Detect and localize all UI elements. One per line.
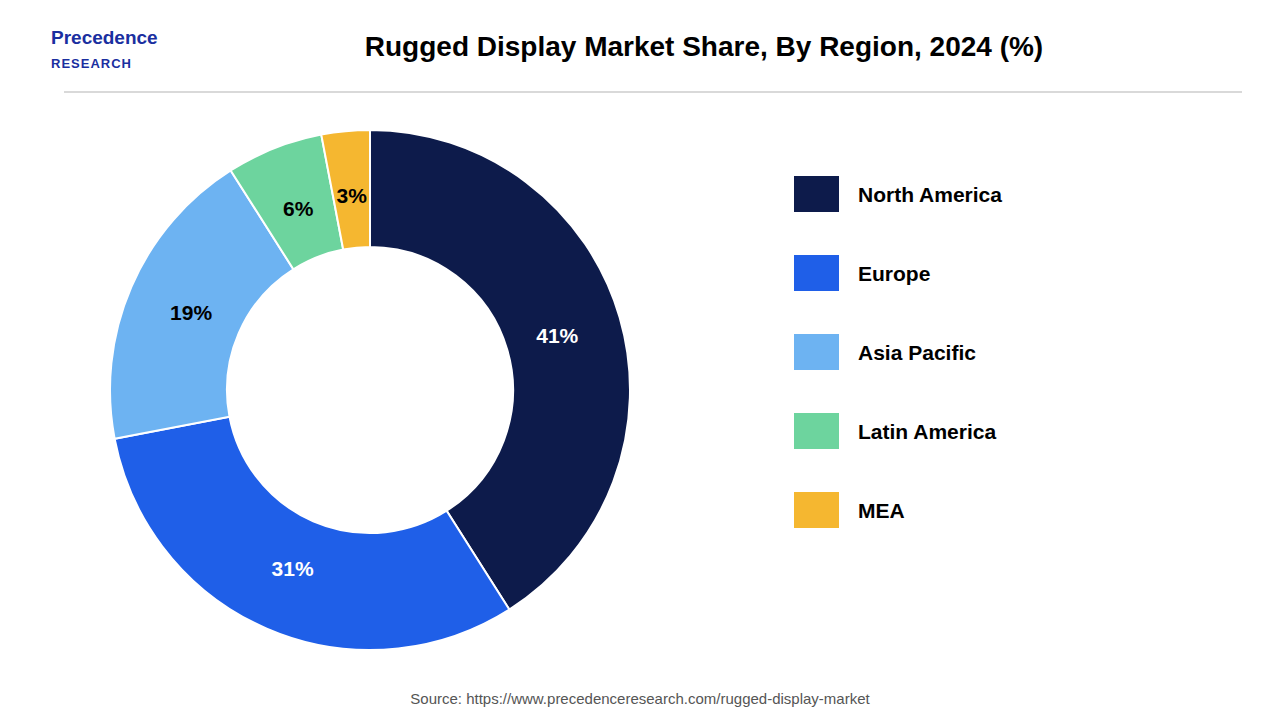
data-label: 3% [336,184,367,207]
legend-swatch [794,492,839,528]
legend: North America Europe Asia Pacific Latin Ame… [794,176,1002,528]
logo-line2: RESEARCH [51,56,132,71]
source: Source: https://www.precedenceresearch.c… [410,690,870,707]
wedge [321,130,370,250]
legend-swatch [794,255,839,291]
data-labels: 41% 31% 19% 6% 3% [170,184,579,580]
legend-label: North America [858,183,1002,206]
data-label: 41% [536,324,578,347]
wedge [115,417,510,650]
legend-label: Latin America [858,420,996,443]
logo-line1: Precedence [51,27,158,48]
legend-swatch [794,176,839,212]
legend-label: MEA [858,499,905,522]
chart: Precedence RESEARCH Rugged Display Market … [0,0,1280,720]
separator [64,91,1242,93]
data-label: 6% [283,197,314,220]
data-label: 19% [170,301,212,324]
title: Rugged Display Market Share, By Region, … [365,31,1043,62]
donut [110,130,630,650]
legend-label: Europe [858,262,930,285]
legend-swatch [794,334,839,370]
legend-swatch [794,413,839,449]
data-label: 31% [272,557,314,580]
legend-label: Asia Pacific [858,341,976,364]
